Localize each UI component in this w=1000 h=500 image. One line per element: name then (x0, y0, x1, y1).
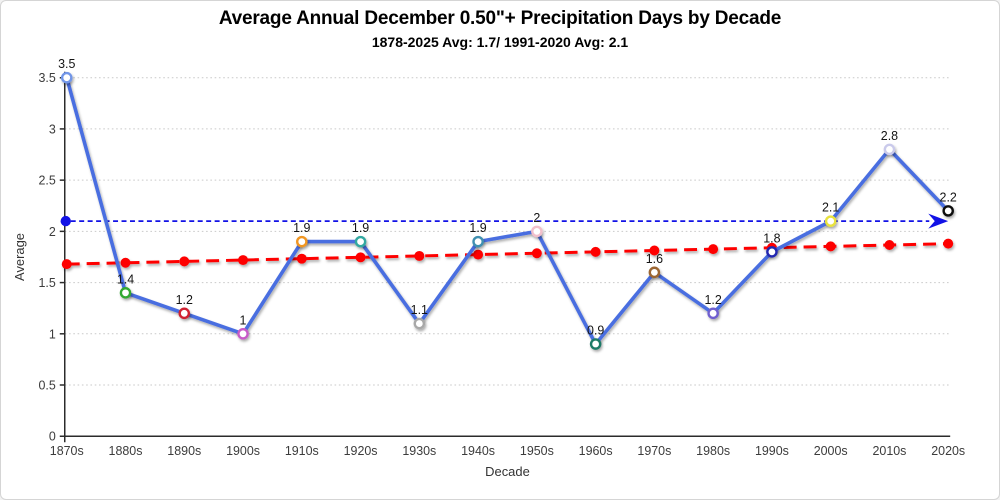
y-tick-label: 3 (49, 122, 56, 136)
data-label: 2.8 (881, 129, 898, 143)
trendline-marker (414, 250, 425, 261)
y-tick-label: 3.5 (38, 71, 55, 85)
axes (64, 71, 951, 443)
trendline-marker (238, 255, 249, 266)
data-label: 1.8 (763, 231, 780, 245)
trendline-marker (825, 241, 836, 252)
x-tick-label: 1870s (50, 444, 84, 458)
data-label: 0.9 (587, 324, 604, 338)
x-tick-label: 1880s (109, 444, 143, 458)
data-point-marker (883, 143, 896, 156)
data-label: 1 (240, 313, 247, 327)
data-label: 2.1 (822, 201, 839, 215)
trendline-marker (590, 246, 601, 257)
trendline-marker (473, 249, 484, 260)
trendline-marker (884, 240, 895, 250)
data-label: 1.2 (704, 293, 721, 307)
data-point-marker (472, 235, 484, 248)
reference-line (60, 213, 949, 229)
trendline-marker (120, 257, 131, 268)
main-series-line (64, 75, 950, 346)
y-tick-label: 2.5 (38, 174, 55, 188)
y-tick-label: 1 (49, 327, 56, 341)
trendline-marker (649, 245, 660, 256)
y-axis-tick-labels: 0 0.5 1 1.5 2 2.5 3 3.5 (38, 71, 65, 444)
chart-title: Average Annual December 0.50"+ Precipita… (218, 8, 782, 29)
x-tick-label: 1900s (226, 444, 260, 458)
data-point-marker (648, 266, 661, 279)
data-point-marker (589, 338, 602, 350)
data-label: 2 (533, 211, 540, 225)
data-label: 1.9 (293, 221, 310, 235)
data-label: 1.9 (469, 221, 486, 235)
data-point-marker (119, 287, 132, 299)
x-tick-label: 1990s (755, 444, 789, 458)
x-tick-label: 1980s (696, 444, 730, 458)
x-tick-label: 1940s (461, 444, 495, 458)
x-tick-label: 2000s (814, 444, 848, 458)
data-point-marker (354, 235, 367, 248)
data-point-marker (531, 225, 543, 238)
data-point-marker (942, 205, 954, 217)
y-tick-label: 2 (49, 225, 56, 239)
data-label: 3.5 (58, 57, 75, 71)
x-tick-label: 1950s (520, 444, 554, 458)
trendline-marker (179, 256, 190, 267)
reference-line-start-dot (60, 215, 71, 227)
data-point-marker (413, 317, 426, 330)
data-point-marker (296, 235, 308, 248)
data-label: 1.4 (117, 272, 134, 286)
x-tick-label: 1890s (167, 444, 201, 458)
trendline-marker (943, 238, 954, 249)
trendline-marker (355, 252, 366, 263)
x-tick-label: 1910s (285, 444, 319, 458)
data-point-marker (60, 71, 73, 84)
trendline-marker (708, 244, 719, 255)
trendline-series (61, 238, 954, 270)
data-point-marker (178, 307, 191, 320)
chart-subtitle: 1878-2025 Avg: 1.7/ 1991-2020 Avg: 2.1 (371, 34, 629, 50)
trendline-marker (61, 259, 72, 270)
reference-line-arrow-icon (928, 213, 949, 229)
data-label: 1.2 (176, 293, 193, 307)
y-tick-label: 0 (49, 430, 56, 444)
data-point-markers (60, 71, 954, 350)
x-tick-label: 1920s (344, 444, 378, 458)
x-axis-tick-labels: 1870s 1880s 1890s 1900s 1910s 1920s 1930s 1940s… (50, 444, 965, 458)
data-label: 2.2 (940, 190, 957, 204)
data-label: 1.1 (411, 303, 428, 317)
trendline-marker (531, 248, 542, 259)
gridlines (64, 77, 951, 386)
data-point-marker (237, 328, 249, 340)
x-axis-title: Decade (485, 464, 530, 479)
x-tick-label: 2020s (931, 444, 965, 458)
y-axis-title: Average (12, 233, 27, 281)
y-tick-label: 0.5 (38, 379, 55, 393)
data-label: 1.6 (646, 252, 663, 266)
x-tick-label: 2010s (872, 444, 906, 458)
data-point-marker (707, 307, 719, 320)
trendline-marker (296, 253, 307, 264)
data-point-marker (766, 246, 778, 258)
data-labels: 3.5 1.4 1.2 1 1.9 1.9 1.1 1.9 2 0.9 1.6 1.2 1.8 2.1 2.… (58, 57, 957, 337)
x-tick-label: 1970s (637, 444, 671, 458)
data-point-marker (824, 215, 837, 227)
x-tick-label: 1930s (402, 444, 436, 458)
x-tick-label: 1960s (579, 444, 613, 458)
y-tick-label: 1.5 (38, 276, 55, 290)
data-label: 1.9 (352, 221, 369, 235)
